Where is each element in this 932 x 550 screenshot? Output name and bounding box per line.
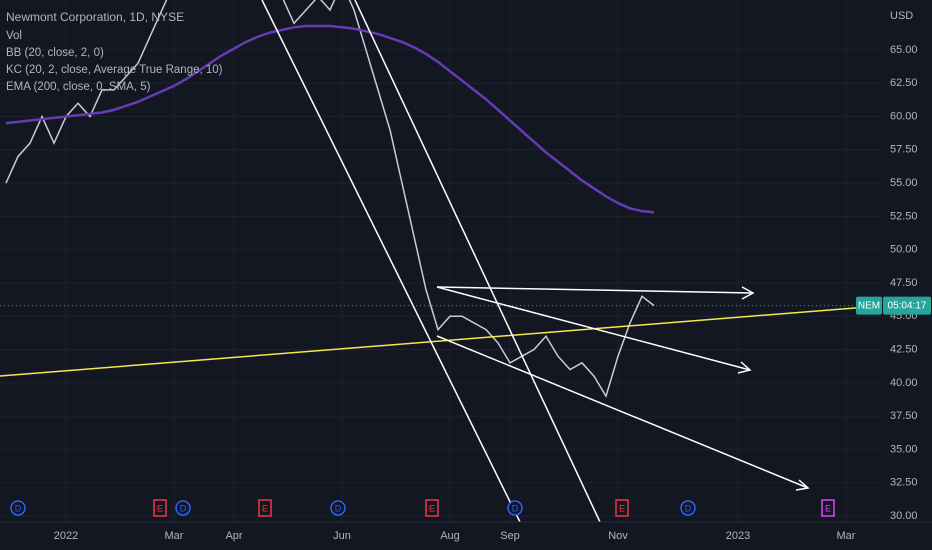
x-tick-label: Nov: [608, 530, 628, 542]
price-axis: [882, 0, 932, 522]
x-tick-label: Aug: [440, 530, 460, 542]
trend-line: [354, 0, 601, 523]
y-tick-label: 40.00: [890, 377, 918, 389]
event-badge: [680, 500, 696, 516]
title: Newmont Corporation, 1D, NYSE: [6, 10, 184, 24]
axes: 65.00 62.50 60.00 57.50 55.00 52.50 50.00 47.50…: [54, 44, 931, 542]
line: [5, 0, 655, 399]
event-badge: [821, 499, 835, 517]
y-tick-label: 35.00: [890, 443, 918, 455]
y-tick-label: 30.00: [890, 510, 918, 522]
y-tick-label: 62.50: [890, 77, 918, 89]
price-tag-box: [883, 296, 931, 315]
price-tag-countdown: 05:04:17: [888, 300, 927, 311]
event-badge: [153, 499, 167, 517]
arrow-line: [436, 286, 751, 371]
indicator: EMA (200, close, 0, SMA, 5): [6, 81, 151, 93]
x-tick-label: Apr: [225, 530, 242, 542]
x-tick-label: 2023: [726, 530, 750, 542]
price-tag-symbol: NEM: [858, 300, 880, 311]
y-tick-label: 47.50: [890, 277, 918, 289]
x-tick-label: Jun: [333, 530, 351, 542]
arrow-head: [737, 361, 752, 374]
y-tick-label: 50.00: [890, 244, 918, 256]
y-tick-label: 37.50: [890, 410, 918, 422]
indicator: Vol: [6, 30, 22, 42]
event-badge: [425, 499, 439, 517]
x-tick-label: Sep: [500, 530, 520, 542]
legend: Newmont Corporation, 1D, NYSE Vol BB (20…: [6, 10, 223, 93]
price-tag-box: [856, 296, 882, 315]
event-badge: [10, 500, 26, 516]
x-tick-label: Mar: [165, 530, 184, 542]
event-label: E: [825, 503, 831, 513]
y-tick-label: 65.00: [890, 44, 918, 56]
arrow-head: [795, 479, 810, 491]
y-tick-label: 55.00: [890, 177, 918, 189]
y-tick-label: 57.50: [890, 144, 918, 156]
grid: [0, 0, 882, 522]
x-tick-label: 2022: [54, 530, 78, 542]
event-badge: [615, 499, 629, 517]
event-label: E: [619, 503, 625, 513]
time-axis: [0, 522, 932, 550]
arrow-line: [436, 286, 754, 294]
event-label: E: [429, 503, 435, 513]
line: [5, 24, 655, 214]
event-label: E: [157, 503, 163, 513]
currency: USD: [890, 10, 913, 22]
event-label: D: [335, 503, 342, 513]
event-label: D: [180, 503, 187, 513]
indicator: KC (20, 2, close, Average True Range, 10…: [6, 64, 223, 76]
event-badge: [330, 500, 346, 516]
y-tick-label: 52.50: [890, 210, 918, 222]
arrow-line: [436, 335, 809, 489]
event-label: D: [15, 503, 22, 513]
plot: [0, 0, 882, 399]
event-label: D: [512, 503, 519, 513]
arrow-head: [741, 286, 755, 300]
event-badge: [507, 500, 523, 516]
y-tick-label: 32.50: [890, 477, 918, 489]
x-tick-label: Mar: [837, 530, 856, 542]
y-tick-label: 42.50: [890, 343, 918, 355]
indicator: BB (20, close, 2, 0): [6, 47, 104, 59]
event-label: D: [685, 503, 692, 513]
y-tick-label: 60.00: [890, 110, 918, 122]
event-label: E: [262, 503, 268, 513]
trend-line: [0, 305, 881, 377]
event-badge: [258, 499, 272, 517]
event-badge: [175, 500, 191, 516]
drawings: [0, 0, 881, 523]
trend-line: [261, 0, 521, 523]
